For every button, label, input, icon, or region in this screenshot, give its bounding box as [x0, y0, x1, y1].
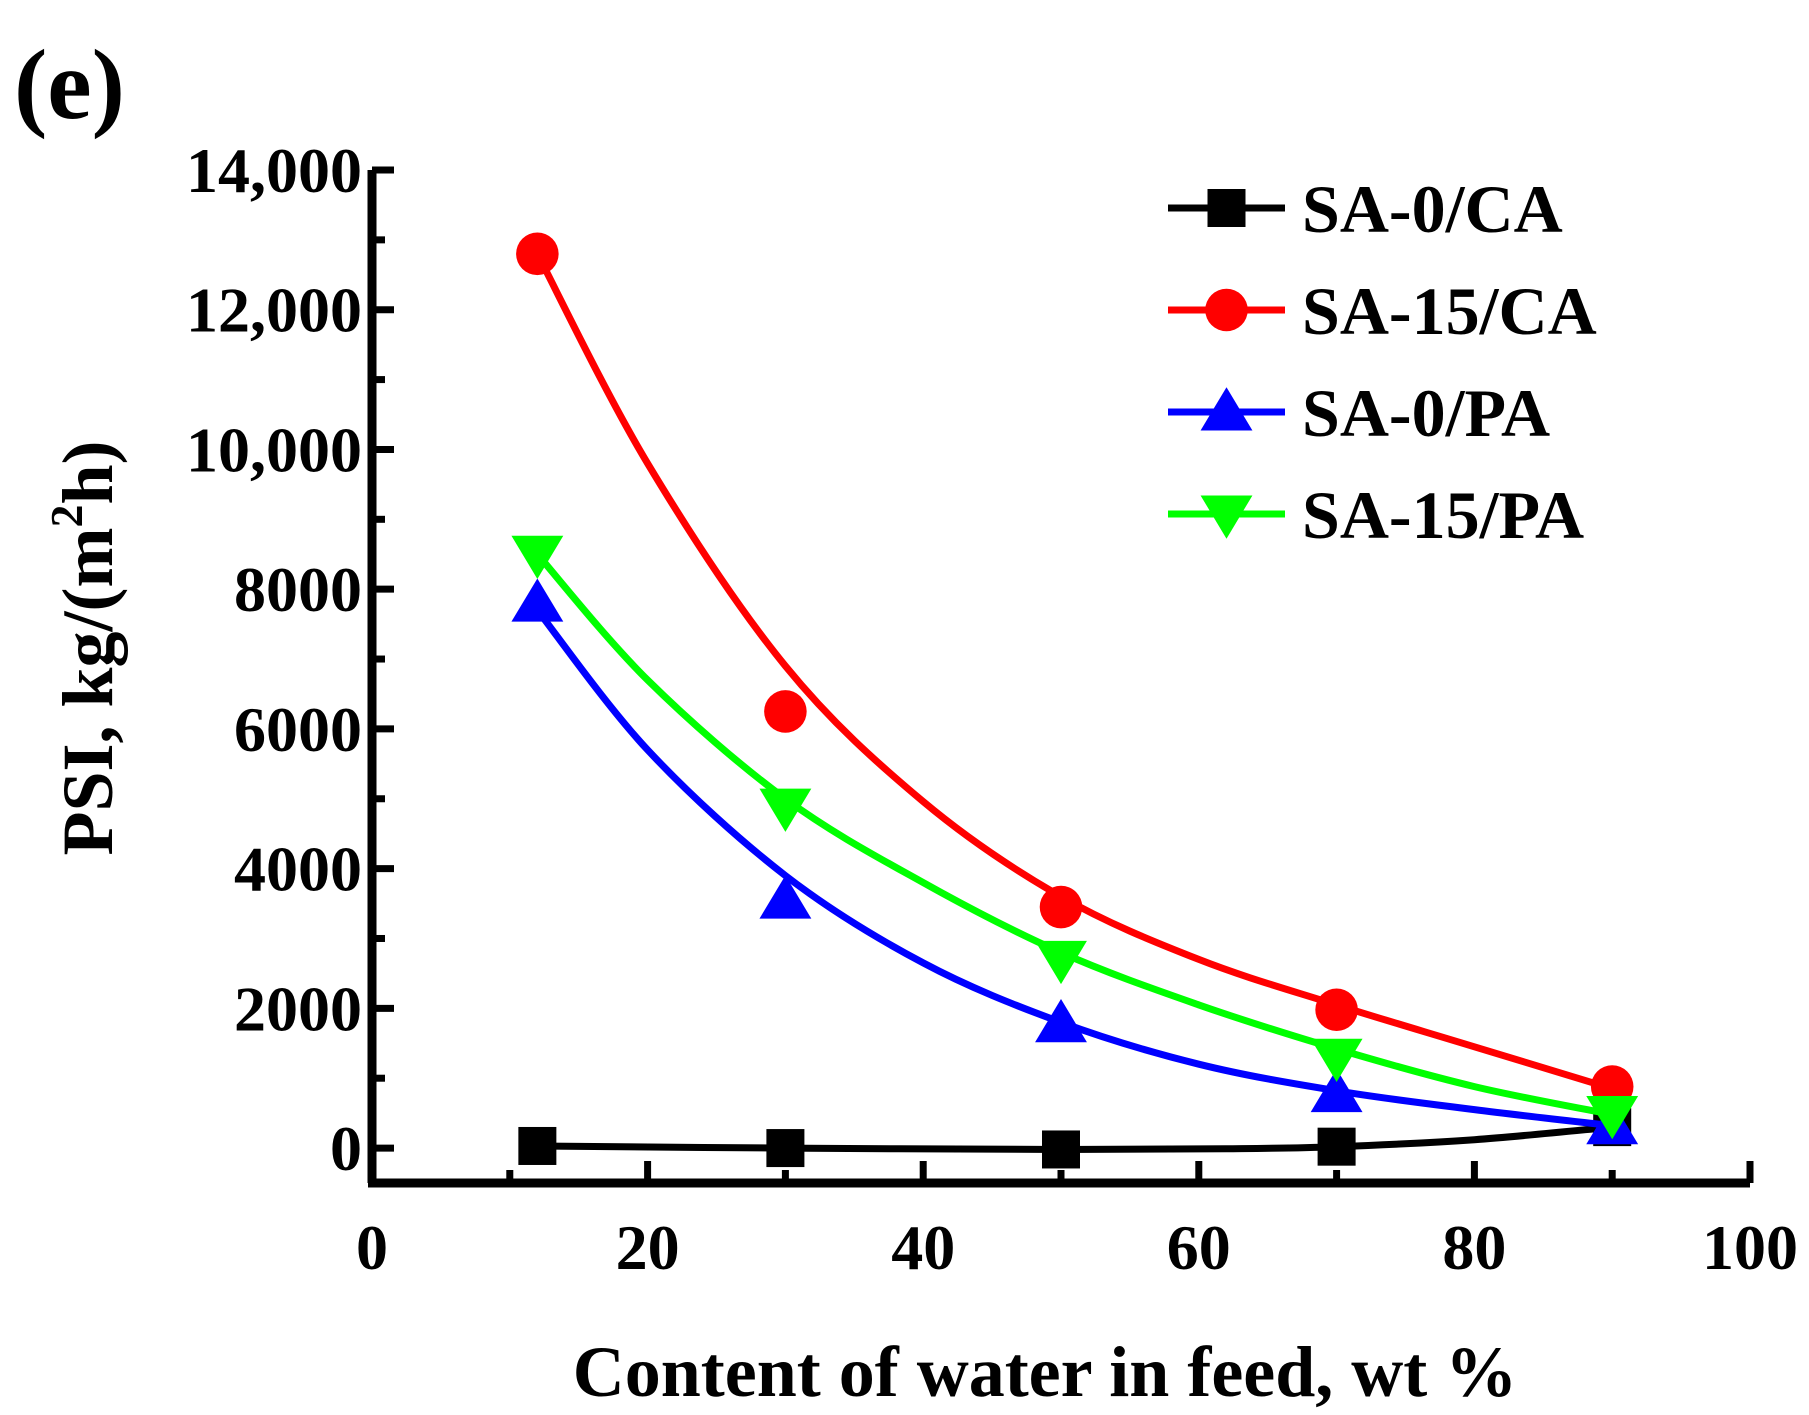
data-point-sa-0-pa [1035, 999, 1087, 1043]
series-layer [511, 232, 1639, 1169]
y-axis-label-sup: 2 [41, 504, 92, 527]
x-axis-ticks: 0 20 40 60 80 100 [356, 1161, 1798, 1283]
x-tick-label: 40 [891, 1212, 955, 1283]
data-point-sa-15-ca [764, 690, 807, 733]
data-point-sa-0-pa [759, 875, 812, 919]
legend: SA-0/CA SA-15/CA SA-0/PA SA-15/PA [1168, 171, 1597, 553]
series-sa-0-ca [518, 1108, 1632, 1169]
legend-marker [1200, 495, 1253, 539]
data-point-sa-15-pa [1035, 940, 1087, 985]
data-point-sa-0-ca [766, 1129, 805, 1168]
data-point-sa-0-ca [1317, 1127, 1356, 1166]
legend-entry-sa-0-pa: SA-0/PA [1168, 375, 1550, 451]
x-tick-label: 60 [1167, 1212, 1231, 1283]
y-tick-label: 2000 [234, 973, 362, 1044]
series-sa-15-pa [511, 535, 1639, 1140]
y-tick-label: 10,000 [186, 414, 362, 485]
data-point-sa-0-ca [1042, 1130, 1080, 1169]
data-point-sa-0-pa [511, 578, 564, 622]
y-tick-label: 12,000 [186, 275, 362, 346]
panel-label: (e) [14, 29, 125, 140]
series-sa-15-ca [516, 232, 1634, 1108]
y-tick-label: 14,000 [186, 135, 362, 206]
x-tick-label: 0 [356, 1212, 388, 1283]
series-sa-0-pa [511, 578, 1639, 1145]
legend-label: SA-15/PA [1302, 477, 1584, 553]
legend-label: SA-0/CA [1302, 171, 1563, 247]
x-tick-label: 20 [616, 1212, 680, 1283]
y-tick-label: 4000 [234, 834, 362, 905]
data-point-sa-15-pa [1310, 1038, 1363, 1082]
legend-entry-sa-15-ca: SA-15/CA [1168, 273, 1597, 349]
data-point-sa-15-pa [759, 788, 812, 832]
legend-marker [1207, 189, 1246, 227]
data-point-sa-15-ca [1039, 885, 1083, 929]
series-line-sa-15-ca [533, 250, 1616, 1093]
y-tick-label: 6000 [234, 694, 362, 765]
legend-entry-sa-15-pa: SA-15/PA [1168, 477, 1584, 553]
y-axis-label-main: PSI, kg/(m [48, 527, 128, 855]
data-point-sa-15-ca [1315, 988, 1358, 1032]
legend-marker [1200, 387, 1253, 431]
legend-entry-sa-0-ca: SA-0/CA [1168, 171, 1563, 247]
y-axis-label-end: h) [48, 440, 128, 504]
series-line-sa-0-pa [533, 606, 1616, 1130]
y-tick-label: 0 [330, 1113, 362, 1184]
data-point-sa-0-pa [1310, 1068, 1363, 1113]
y-tick-label: 8000 [234, 554, 362, 625]
legend-marker [1205, 288, 1248, 332]
legend-label: SA-0/PA [1302, 375, 1550, 451]
y-axis-ticks: 0 2000 4000 6000 8000 10,000 12,000 14,000 [186, 135, 394, 1184]
y-axis-label: PSI, kg/(m2h) [41, 440, 128, 855]
series-line-sa-0-ca [533, 1123, 1616, 1154]
data-point-sa-0-ca [518, 1126, 557, 1165]
data-point-sa-15-ca [516, 232, 559, 276]
data-point-sa-15-pa [511, 535, 564, 579]
x-axis-label: Content of water in feed, wt % [573, 1332, 1518, 1412]
legend-label: SA-15/CA [1302, 273, 1597, 349]
x-tick-label: 100 [1702, 1212, 1798, 1283]
data-point-sa-15-pa [1586, 1096, 1639, 1140]
x-tick-label: 80 [1442, 1212, 1506, 1283]
